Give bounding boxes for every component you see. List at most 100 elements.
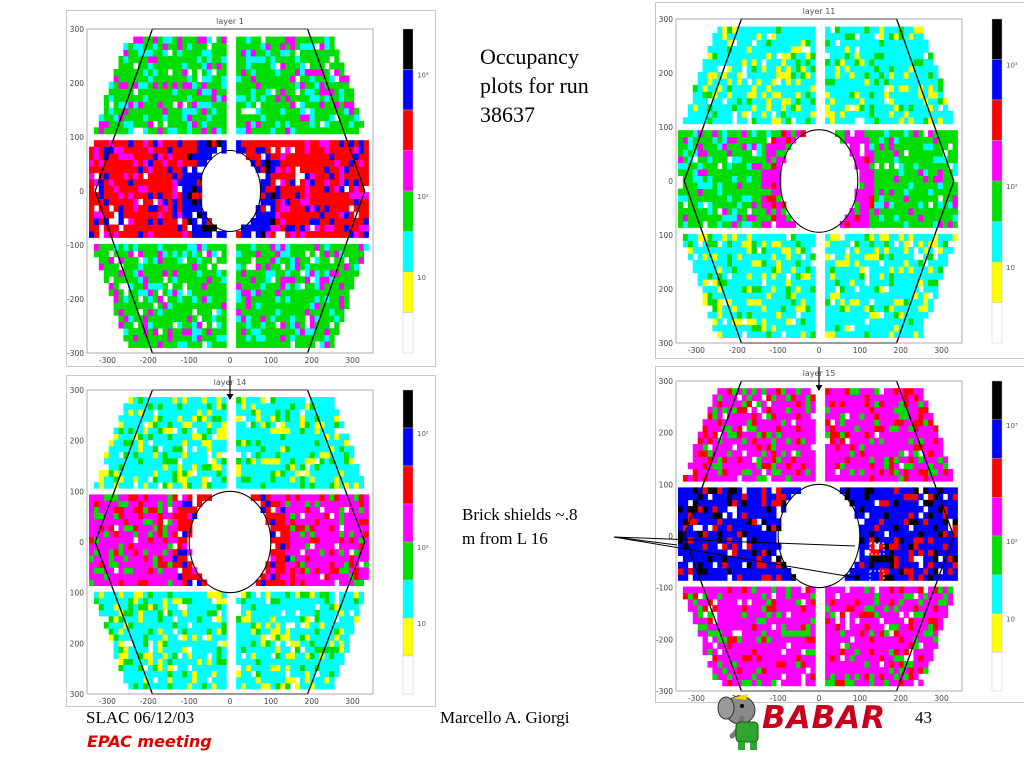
occupancy-cell [324,308,330,316]
occupancy-cell [781,91,787,99]
occupancy-cell [265,640,271,647]
occupancy-cell [923,253,929,261]
occupancy-cell [908,91,914,99]
occupancy-cell [93,224,100,232]
occupancy-cell [152,75,159,83]
occupancy-cell [236,308,242,316]
occupancy-cell [118,205,124,212]
occupancy-cell [776,285,782,293]
occupancy-cell [295,218,301,225]
occupancy-cell [923,298,929,306]
occupancy-cell [923,201,929,209]
occupancy-cell [879,33,885,40]
occupancy-cell [717,149,723,157]
occupancy-cell [942,233,949,241]
occupancy-cell [245,321,252,329]
occupancy-cell [707,52,713,60]
occupancy-cell [888,117,895,125]
occupancy-cell [869,143,875,151]
occupancy-cell [270,107,276,115]
occupancy-cell [805,39,811,47]
occupancy-cell [172,658,178,665]
occupancy-cell [849,233,855,241]
occupancy-cell [182,622,188,629]
occupancy-cell [280,36,286,44]
occupancy-cell [299,263,306,271]
occupancy-cell [933,266,939,274]
occupancy-cell [128,218,134,225]
occupancy-cell [732,285,738,293]
occupancy-cell [869,240,875,248]
occupancy-cell [893,272,900,280]
occupancy-cell [746,253,752,261]
occupancy-cell [314,573,320,580]
occupancy-cell [746,292,752,300]
occupancy-cell [942,143,949,151]
occupancy-cell [348,172,355,180]
occupancy-cell [187,315,193,323]
occupancy-cell [717,71,723,79]
occupancy-cell [275,628,281,635]
occupancy-cell [265,69,271,76]
occupancy-cell [206,328,212,336]
occupancy-cell [299,140,306,148]
occupancy-cell [329,628,335,635]
occupancy-cell [167,256,173,264]
occupancy-cell [309,295,315,303]
occupancy-cell [187,308,193,316]
occupancy-cell [304,231,311,238]
occupancy-cell [776,46,782,53]
occupancy-cell [353,609,360,617]
occupancy-cell [353,250,360,258]
occupancy-cell [727,130,733,138]
occupancy-cell [884,259,890,267]
occupancy-cell [761,208,767,215]
occupancy-cell [329,282,335,290]
occupancy-cell [260,269,266,277]
occupancy-cell [265,670,271,678]
occupancy-cell [299,250,306,258]
occupancy-cell [751,33,757,40]
occupancy-cell [893,318,900,326]
occupancy-cell [344,597,350,605]
occupancy-cell [98,591,105,599]
occupancy-cell [123,211,129,219]
occupancy-cell [800,318,806,326]
occupancy-cell [923,156,929,164]
occupancy-cell [334,628,340,635]
occupancy-cell [275,146,281,154]
occupancy-cell [182,676,188,684]
occupancy-cell [152,609,159,617]
occupancy-cell [942,136,949,144]
occupancy-cell [702,298,708,306]
occupancy-cell [285,107,291,115]
occupancy-cell [751,136,757,144]
occupancy-cell [275,172,281,180]
occupancy-cell [947,110,953,118]
occupancy-cell [324,153,330,161]
occupancy-cell [825,59,831,66]
occupancy-cell [712,169,718,176]
occupancy-cell [353,166,360,174]
occupancy-cell [211,269,217,277]
occupancy-cell [869,39,875,47]
occupancy-cell [864,84,870,92]
occupancy-cell [157,146,163,154]
occupancy-cell [177,107,183,115]
occupancy-cell [751,91,757,99]
occupancy-cell [177,561,183,568]
occupancy-cell [893,136,900,144]
occupancy-cell [133,628,139,635]
occupancy-cell [270,640,276,647]
occupancy-cell [93,597,100,605]
occupancy-cell [781,279,787,287]
occupancy-cell [942,130,949,138]
occupancy-cell [285,334,291,342]
occupancy-cell [236,94,242,102]
occupancy-cell [712,84,718,92]
occupancy-cell [864,292,870,300]
occupancy-cell [123,49,129,57]
occupancy-cell [329,302,335,310]
occupancy-cell [245,640,252,647]
occupancy-cell [903,169,909,176]
